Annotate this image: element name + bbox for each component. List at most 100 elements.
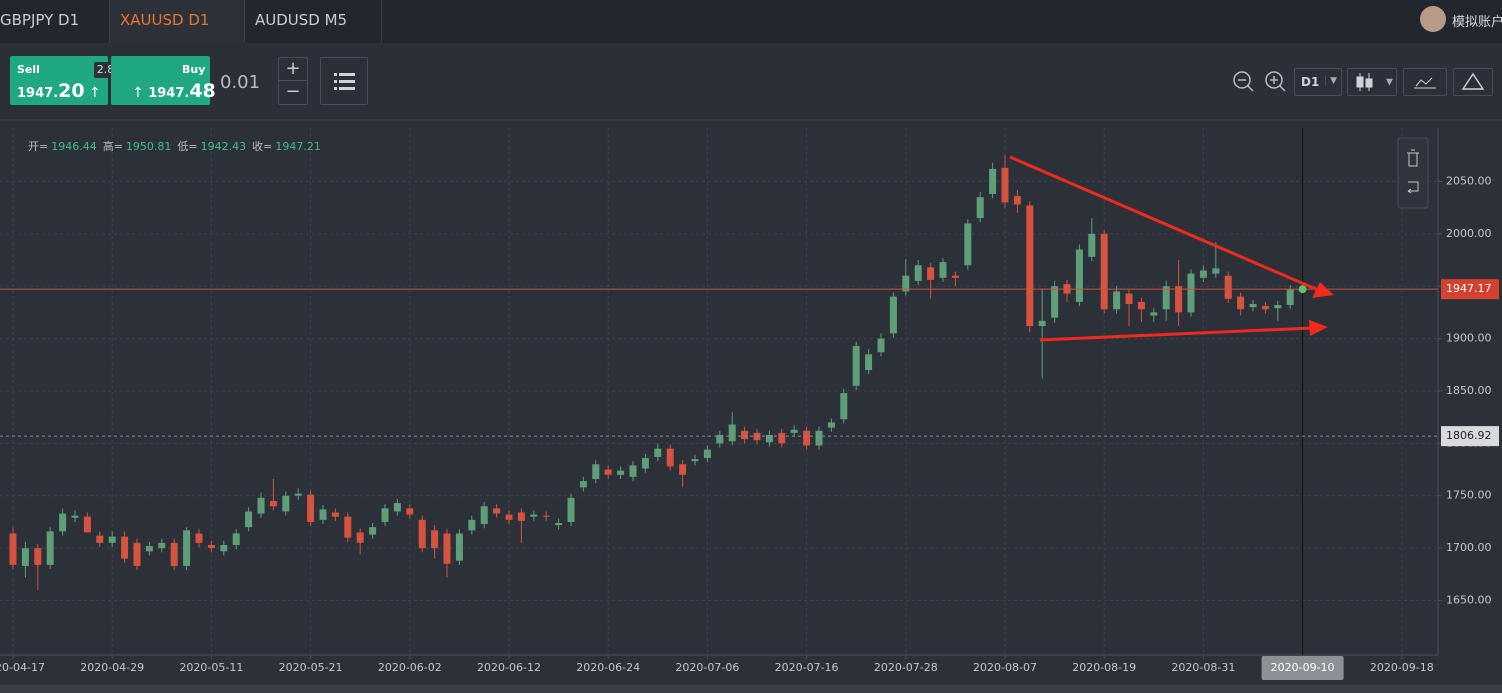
- x-tick-label: 2020-07-06: [675, 661, 739, 674]
- ohlc-label: 开=: [28, 140, 48, 153]
- drawing-button[interactable]: [1453, 68, 1493, 96]
- candle-body: [567, 497, 575, 522]
- sell-price-big: 20: [58, 80, 85, 102]
- sell-price-small: 1947.: [17, 86, 59, 101]
- candle-body: [307, 494, 315, 522]
- crosshair-price-box: [1441, 426, 1499, 447]
- candle-body: [344, 516, 352, 538]
- candle-body: [468, 519, 476, 531]
- y-tick-label: 2050.00: [1446, 174, 1492, 187]
- candle-body: [914, 265, 922, 281]
- candle-body: [741, 430, 749, 440]
- candle-body: [555, 522, 563, 526]
- candle-body: [1274, 305, 1282, 309]
- candle-body: [1013, 196, 1021, 205]
- candle-body: [976, 197, 984, 219]
- candle-body: [989, 168, 997, 195]
- candle-body: [505, 514, 513, 520]
- candle-body: [840, 393, 848, 420]
- buy-label: Buy: [182, 63, 206, 76]
- tab[interactable]: GBPJPY D1: [0, 0, 110, 43]
- menu-button[interactable]: [320, 57, 368, 105]
- tab-active[interactable]: XAUUSD D1: [110, 0, 245, 43]
- account-name[interactable]: 模拟账户: [1452, 15, 1502, 30]
- trash-icon: [1407, 149, 1419, 167]
- avatar[interactable]: [1420, 6, 1446, 32]
- candle-body: [964, 223, 972, 266]
- candle-body: [1100, 233, 1108, 310]
- bottom-strip: [0, 685, 1502, 693]
- lot-stepper[interactable]: + −: [278, 57, 308, 105]
- candle-body: [455, 533, 463, 561]
- candle-body: [604, 469, 612, 475]
- x-highlight-box: [1261, 656, 1344, 680]
- y-tick-label: 1900.00: [1446, 332, 1492, 345]
- x-tick-label: 2020-06-24: [576, 661, 640, 674]
- candle-body: [443, 533, 451, 564]
- candle-body: [865, 354, 873, 371]
- candle-body: [282, 495, 290, 512]
- candle-body: [232, 533, 240, 545]
- candle-icon: ▼: [1356, 73, 1393, 91]
- x-tick-label: 2020-04-29: [80, 661, 144, 674]
- candle-body: [21, 548, 29, 566]
- indicator-button[interactable]: [1403, 68, 1447, 96]
- y-tick-label: 1850.00: [1446, 384, 1492, 397]
- candle-body: [34, 548, 42, 565]
- zoom-buttons[interactable]: [1230, 66, 1290, 98]
- candle-body: [294, 493, 302, 496]
- ohlc-label: 高=: [103, 139, 123, 153]
- side-tools-box: [1397, 137, 1429, 209]
- candle-body: [815, 430, 823, 446]
- candle-body: [108, 536, 116, 543]
- candle-body: [877, 338, 885, 353]
- candle-body: [1199, 270, 1207, 278]
- x-tick-label: 2020-08-19: [1072, 661, 1136, 674]
- candle-body: [393, 503, 401, 512]
- candle-body: [951, 275, 959, 278]
- candle-body: [1237, 296, 1245, 310]
- candle-body: [183, 530, 191, 566]
- candle-body: [269, 500, 277, 507]
- y-tick-label: 2000.00: [1446, 227, 1492, 240]
- candle-body: [517, 512, 525, 521]
- candle-body: [629, 465, 637, 477]
- sell-button[interactable]: [10, 56, 108, 105]
- x-tick-label: 2020-04-17: [0, 661, 45, 674]
- candle-body: [245, 511, 253, 528]
- ohlc-label: 低=: [177, 140, 197, 153]
- indicator-icon: [1414, 77, 1436, 89]
- x-tick-label: 2020-06-12: [477, 661, 541, 674]
- candle-body: [530, 514, 538, 517]
- candle-body: [790, 429, 798, 433]
- candle-body: [592, 464, 600, 479]
- buy-button[interactable]: [111, 56, 210, 105]
- candle-body: [1212, 268, 1220, 274]
- candle-body: [939, 262, 947, 278]
- candle-body: [852, 345, 860, 386]
- ohlc-value: 1942.43: [201, 140, 247, 153]
- candle-body: [71, 515, 79, 518]
- candle-body: [83, 516, 91, 533]
- candle-body: [331, 512, 339, 517]
- tab[interactable]: AUDUSD M5: [245, 0, 382, 43]
- candle-body: [1224, 275, 1232, 299]
- lot-size[interactable]: 0.01: [220, 72, 261, 93]
- candle-body: [46, 531, 54, 565]
- current-price-box: [1441, 279, 1499, 300]
- y-tick-label: 1750.00: [1446, 489, 1492, 502]
- svg-text:▼: ▼: [1386, 78, 1393, 88]
- candle-body: [418, 519, 426, 549]
- candle-body: [381, 508, 389, 522]
- candle-body: [902, 275, 910, 292]
- crosshair-price: 1806.92: [1446, 429, 1492, 442]
- timeframe-select[interactable]: D1 ▼: [1294, 68, 1342, 96]
- candle-body: [170, 542, 178, 566]
- candle-body: [1113, 291, 1121, 310]
- annotation-arrow: [1009, 155, 1319, 292]
- chart-type-select[interactable]: ▼: [1347, 68, 1397, 96]
- x-tick-label: 2020-07-16: [775, 661, 839, 674]
- candle-body: [158, 542, 166, 549]
